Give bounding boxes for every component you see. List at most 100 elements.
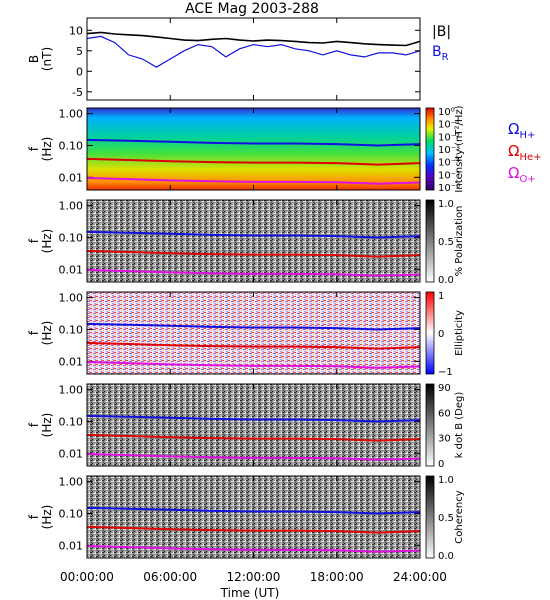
gyrofrequency-line-0 [86, 138, 421, 147]
y-tick-label: 0.01 [59, 171, 84, 184]
heatmap-field [87, 108, 420, 190]
y-tick-label: 0.10 [59, 323, 84, 336]
y-axis-label: f [27, 238, 41, 243]
x-tick-label: 06:00:00 [143, 570, 197, 584]
legend-entry: |B| [432, 24, 451, 40]
colorbar-label: Coherency [454, 490, 465, 543]
y-axis-label: f [27, 514, 41, 519]
y-tick-label: 5 [76, 45, 83, 58]
y-axis-label-unit: (Hz) [40, 229, 54, 254]
y-tick-label: 1.00 [59, 292, 84, 305]
x-tick-label: 12:00:00 [227, 570, 281, 584]
colorbar [425, 107, 435, 191]
y-tick-label: 0.10 [59, 231, 84, 244]
colorbar-tick-label: 10⁻³ [438, 145, 460, 156]
x-tick-label: 00:00:00 [60, 570, 114, 584]
x-axis: Time (UT) 00:00:00 06:00:00 12:00:00 18:00:… [60, 570, 447, 600]
y-axis-label: f [27, 422, 41, 427]
colorbar-tick-label: 60 [438, 408, 451, 419]
gyrofrequency-line-1 [86, 525, 421, 534]
plot-background [87, 18, 420, 100]
colorbar [425, 383, 435, 467]
x-tick-label: 18:00:00 [310, 570, 364, 584]
panel-1: 10 5 0 -5 |B| BR B (nT) [27, 17, 451, 101]
heatmap-field [87, 200, 420, 282]
colorbar-label: Ellipticity [454, 310, 465, 356]
colorbar-tick-label: 30 [438, 434, 451, 445]
colorbar-tick-label: 10⁻² [438, 132, 460, 143]
colorbar [425, 199, 435, 283]
colorbar [425, 475, 435, 559]
y-tick-label: 10 [69, 24, 83, 37]
y-tick-label: 0.01 [59, 355, 84, 368]
y-axis-label: B [27, 55, 41, 63]
gyrofrequency-line-2 [86, 453, 421, 461]
gyrofrequency-line-0 [86, 230, 421, 239]
y-tick-label: -5 [72, 86, 83, 99]
panel-3: 1.00 0.10 0.01 1.0 0.5 0.0% Polarization f (Hz) [27, 199, 465, 286]
y-tick-label: 1.00 [59, 476, 84, 489]
ion-label: ΩH+ [508, 120, 535, 141]
colorbar-label: Intensity (nT²/Hz) [454, 105, 465, 192]
y-tick-label: 1.00 [59, 384, 84, 397]
gyrofrequency-line-2 [86, 177, 421, 185]
colorbar [425, 291, 435, 375]
colorbar-tick-label: 0 [438, 329, 444, 340]
gyrofrequency-line-0 [86, 414, 421, 423]
y-tick-label: 0.10 [59, 507, 84, 520]
ion-label-subscript: H+ [519, 130, 535, 141]
y-axis-label-unit: (Hz) [40, 413, 54, 438]
colorbar-tick-label: 0.5 [438, 237, 454, 248]
colorbar-tick-label: 10⁻⁶ [438, 183, 460, 194]
y-tick-label: 0.01 [59, 539, 84, 552]
y-axis-label: f [27, 146, 41, 151]
colorbar-tick-label: 0 [438, 459, 444, 470]
chart-title: ACE Mag 2003-288 [185, 1, 319, 17]
colorbar-label: % Polarization [454, 206, 465, 277]
colorbar-tick-label: 0.0 [438, 551, 454, 562]
colorbar-tick-label: 10⁻⁵ [438, 170, 460, 181]
colorbar-tick-label: 1.0 [438, 475, 454, 486]
y-axis-label-unit: (nT) [40, 47, 54, 71]
panel-2: 1.00 0.10 0.01 10⁰ 10⁻¹10⁻² 10⁻³ 10⁻⁴10⁻⁵ 10⁻⁶I… [27, 105, 542, 194]
y-tick-label: 1.00 [59, 108, 84, 121]
gyrofrequency-line-1 [86, 249, 421, 258]
gyrofrequency-line-2 [86, 545, 421, 553]
colorbar-tick-label: 10⁻¹ [438, 120, 460, 131]
y-tick-label: 0.01 [59, 447, 84, 460]
gyrofrequency-line-1 [86, 157, 421, 166]
colorbar-tick-label: 10⁰ [438, 107, 455, 118]
heatmap-field [87, 476, 420, 558]
y-tick-label: 0.01 [59, 263, 84, 276]
colorbar-tick-label: 1.0 [438, 199, 454, 210]
gyrofrequency-line-2 [86, 361, 421, 369]
ion-label: ΩHe+ [508, 142, 542, 163]
gyrofrequency-line-1 [86, 433, 421, 442]
y-tick-label: 1.00 [59, 200, 84, 213]
gyrofrequency-line-0 [86, 506, 421, 515]
colorbar-label: k dot B (Deg) [454, 392, 465, 459]
colorbar-tick-label: 90 [438, 383, 451, 394]
colorbar-tick-label: −1 [438, 367, 453, 378]
x-axis-label: Time (UT) [220, 586, 280, 600]
y-tick-label: 0 [76, 65, 83, 78]
y-axis-label-unit: (Hz) [40, 321, 54, 346]
heatmap-field [87, 384, 420, 466]
legend-subscript: R [442, 52, 449, 63]
heatmap-field [87, 292, 420, 374]
ion-label: ΩO+ [508, 164, 536, 185]
colorbar-tick-label: 1 [438, 291, 444, 302]
panel-5: 1.00 0.10 0.01 90 60 30 0 k dot B (Deg) f (Hz) [27, 383, 465, 470]
gyrofrequency-line-2 [86, 269, 421, 277]
y-tick-label: 0.10 [59, 139, 84, 152]
colorbar-tick-label: 0.0 [438, 275, 454, 286]
gyrofrequency-line-1 [86, 341, 421, 350]
y-tick-label: 0.10 [59, 415, 84, 428]
y-axis-label-unit: (Hz) [40, 505, 54, 530]
legend: |B| BR [432, 24, 451, 63]
colorbar-tick-label: 10⁻⁴ [438, 158, 460, 169]
